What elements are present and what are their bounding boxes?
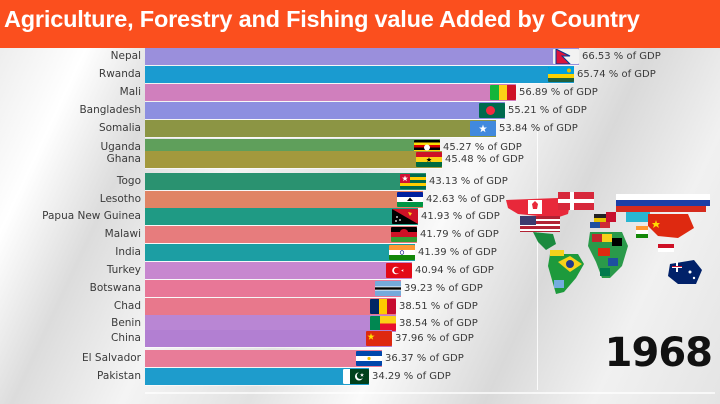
bar: [145, 368, 369, 385]
country-label: Malawi: [104, 228, 141, 240]
country-label: Bangladesh: [79, 104, 141, 116]
bar: [145, 84, 516, 101]
bar-row: Mali 56.89 % of GDP: [0, 84, 720, 101]
bar-row: Chad 38.51 % of GDP: [0, 298, 720, 315]
value-label: 43.13 % of GDP: [429, 176, 508, 187]
bar-row: Lesotho 42.63 % of GDP: [0, 191, 720, 208]
bar: [145, 102, 505, 119]
chad-flag-icon: [370, 299, 396, 314]
country-label: India: [115, 246, 141, 258]
value-label: 34.29 % of GDP: [372, 371, 451, 382]
bar-row: Rwanda 65.74 % of GDP: [0, 66, 720, 83]
bar-row: Pakistan 34.29 % of GDP: [0, 368, 720, 385]
value-label: 45.48 % of GDP: [445, 154, 524, 165]
country-label: Botswana: [89, 282, 141, 294]
bangladesh-flag-icon: [479, 103, 505, 118]
country-label: China: [111, 332, 141, 344]
country-label: Ghana: [106, 153, 141, 165]
value-label: 38.54 % of GDP: [399, 318, 478, 329]
country-label: Chad: [113, 300, 141, 312]
turkey-flag-icon: [386, 263, 412, 278]
value-label: 37.96 % of GDP: [395, 333, 474, 344]
country-label: Somalia: [98, 122, 141, 134]
benin-flag-icon: [370, 316, 396, 331]
world-flag-map-icon: [506, 192, 710, 294]
bar-row: Papua New Guinea 41.93 % of GDP: [0, 208, 720, 225]
china-flag-icon: [366, 331, 392, 346]
chart-title: Agriculture, Forestry and Fishing value …: [4, 6, 640, 32]
somalia-flag-icon: [470, 121, 496, 136]
bar: [145, 244, 415, 261]
country-label: El Salvador: [82, 352, 141, 364]
country-label: Uganda: [100, 141, 141, 153]
value-label: 39.23 % of GDP: [404, 283, 483, 294]
bar: [145, 191, 423, 208]
value-label: 40.94 % of GDP: [415, 265, 494, 276]
pakistan-flag-icon: [343, 369, 369, 384]
value-label: 36.37 % of GDP: [385, 353, 464, 364]
nepal-flag-icon: [553, 49, 579, 64]
value-label: 38.51 % of GDP: [399, 301, 478, 312]
value-label: 55.21 % of GDP: [508, 105, 587, 116]
gridline: [537, 130, 538, 390]
year-label: 1968: [604, 330, 713, 376]
bar-row: Turkey 40.94 % of GDP: [0, 262, 720, 279]
togo-flag-icon: [400, 174, 426, 189]
bar: [145, 173, 426, 190]
bar: [145, 262, 412, 279]
bar: [145, 66, 574, 83]
bar-row: Botswana 39.23 % of GDP: [0, 280, 720, 297]
malawi-flag-icon: [391, 227, 417, 242]
botswana-flag-icon: [375, 281, 401, 296]
country-label: Mali: [119, 86, 141, 98]
bar: [145, 48, 579, 65]
bar: [145, 280, 401, 297]
bar: [145, 208, 418, 225]
bar: [145, 226, 417, 243]
bar: [145, 330, 392, 347]
value-label: 53.84 % of GDP: [499, 123, 578, 134]
bar-row: Somalia 53.84 % of GDP: [0, 120, 720, 137]
value-label: 56.89 % of GDP: [519, 87, 598, 98]
india-flag-icon: [389, 245, 415, 260]
country-label: Nepal: [110, 50, 141, 62]
value-label: 66.53 % of GDP: [582, 51, 661, 62]
ghana-flag-icon: [416, 152, 442, 167]
value-label: 41.39 % of GDP: [418, 247, 497, 258]
title-banner: Agriculture, Forestry and Fishing value …: [0, 0, 720, 48]
bar: [145, 298, 396, 315]
bar: [145, 120, 496, 137]
bar: [145, 350, 382, 367]
country-label: Lesotho: [99, 193, 141, 205]
bar-row: China 37.96 % of GDP: [0, 330, 720, 347]
value-label: 45.27 % of GDP: [443, 142, 522, 153]
x-axis: [145, 392, 715, 394]
bar-row: India 41.39 % of GDP: [0, 244, 720, 261]
bar-row: Bangladesh 55.21 % of GDP: [0, 102, 720, 119]
bar: [145, 315, 396, 332]
country-label: Papua New Guinea: [42, 210, 141, 222]
value-label: 42.63 % of GDP: [426, 194, 505, 205]
value-label: 65.74 % of GDP: [577, 69, 656, 80]
papua-new-guinea-flag-icon: [392, 209, 418, 224]
country-label: Rwanda: [98, 68, 141, 80]
bar-row: Malawi 41.79 % of GDP: [0, 226, 720, 243]
country-label: Benin: [111, 317, 141, 329]
rwanda-flag-icon: [548, 67, 574, 82]
value-label: 41.93 % of GDP: [421, 211, 500, 222]
bar: [145, 151, 442, 168]
el-salvador-flag-icon: [356, 351, 382, 366]
bar-row: Benin 38.54 % of GDP: [0, 315, 720, 332]
mali-flag-icon: [490, 85, 516, 100]
bar-row: Ghana 45.48 % of GDP: [0, 151, 720, 168]
bar-row: Nepal 66.53 % of GDP: [0, 48, 720, 65]
country-label: Pakistan: [97, 370, 141, 382]
country-label: Turkey: [106, 264, 141, 276]
value-label: 41.79 % of GDP: [420, 229, 499, 240]
lesotho-flag-icon: [397, 192, 423, 207]
country-label: Togo: [116, 175, 141, 187]
bar-row: Togo 43.13 % of GDP: [0, 173, 720, 190]
bar-row: El Salvador 36.37 % of GDP: [0, 350, 720, 367]
